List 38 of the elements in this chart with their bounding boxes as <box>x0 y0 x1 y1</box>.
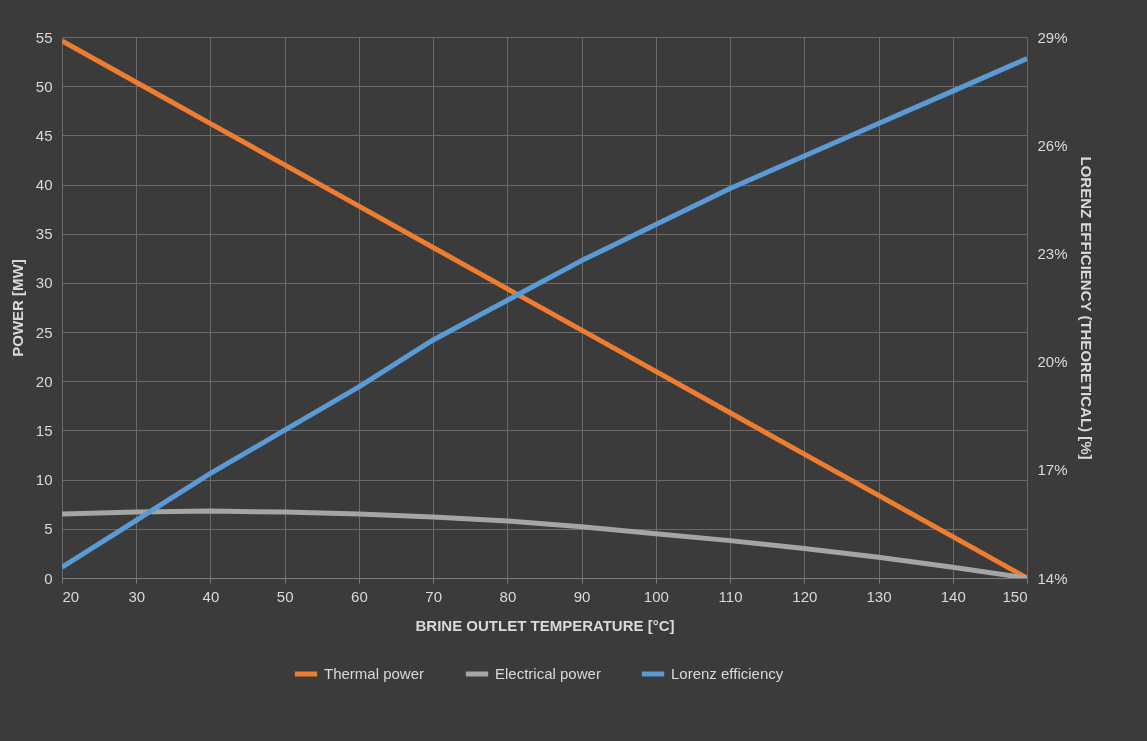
x-tick-label: 80 <box>499 587 517 605</box>
x-tick-label: 40 <box>202 587 220 605</box>
x-tick-label: 50 <box>276 587 294 605</box>
x-tick-label: 110 <box>718 587 743 605</box>
y-tick-label: 35 <box>35 225 53 243</box>
x-tick-label: 150 <box>1002 587 1028 605</box>
x-axis-title: BRINE OUTLET TEMPERATURE [°C] <box>415 616 675 634</box>
x-tick-label: 120 <box>792 587 818 605</box>
y2-axis-title: LORENZ EFFICIENCY (THEORETICAL) [%] <box>1077 156 1095 460</box>
x-tick-label: 20 <box>62 587 80 605</box>
legend-label: Electrical power <box>495 665 601 682</box>
y-tick-label: 30 <box>35 274 53 292</box>
y-tick-label: 5 <box>44 520 53 538</box>
x-tick-label: 130 <box>866 587 892 605</box>
y2-tick-label: 29% <box>1037 28 1068 46</box>
y-axis-title: POWER [MW] <box>8 259 26 357</box>
y2-tick-label: 17% <box>1037 461 1068 479</box>
y-tick-label: 10 <box>35 471 53 489</box>
y2-tick-label: 20% <box>1037 353 1068 371</box>
y-tick-label: 25 <box>35 323 53 341</box>
y-tick-label: 0 <box>44 569 53 587</box>
y-tick-label: 55 <box>35 28 53 46</box>
y-tick-label: 20 <box>35 372 53 390</box>
x-tick-label: 100 <box>643 587 669 605</box>
x-tick-label: 90 <box>573 587 591 605</box>
y2-tick-label: 14% <box>1037 569 1068 587</box>
x-tick-label: 60 <box>351 587 368 605</box>
y-tick-label: 40 <box>35 176 53 194</box>
x-tick-label: 30 <box>128 587 146 605</box>
y2-tick-label: 23% <box>1037 244 1068 262</box>
x-tick-label: 140 <box>940 587 966 605</box>
legend-label: Thermal power <box>324 665 425 682</box>
x-tick-label: 70 <box>425 587 442 605</box>
y2-tick-label: 26% <box>1037 136 1068 154</box>
legend-label: Lorenz efficiency <box>671 665 784 682</box>
y-tick-label: 50 <box>35 77 53 95</box>
y-tick-label: 15 <box>35 421 53 439</box>
y-tick-label: 45 <box>35 126 53 144</box>
